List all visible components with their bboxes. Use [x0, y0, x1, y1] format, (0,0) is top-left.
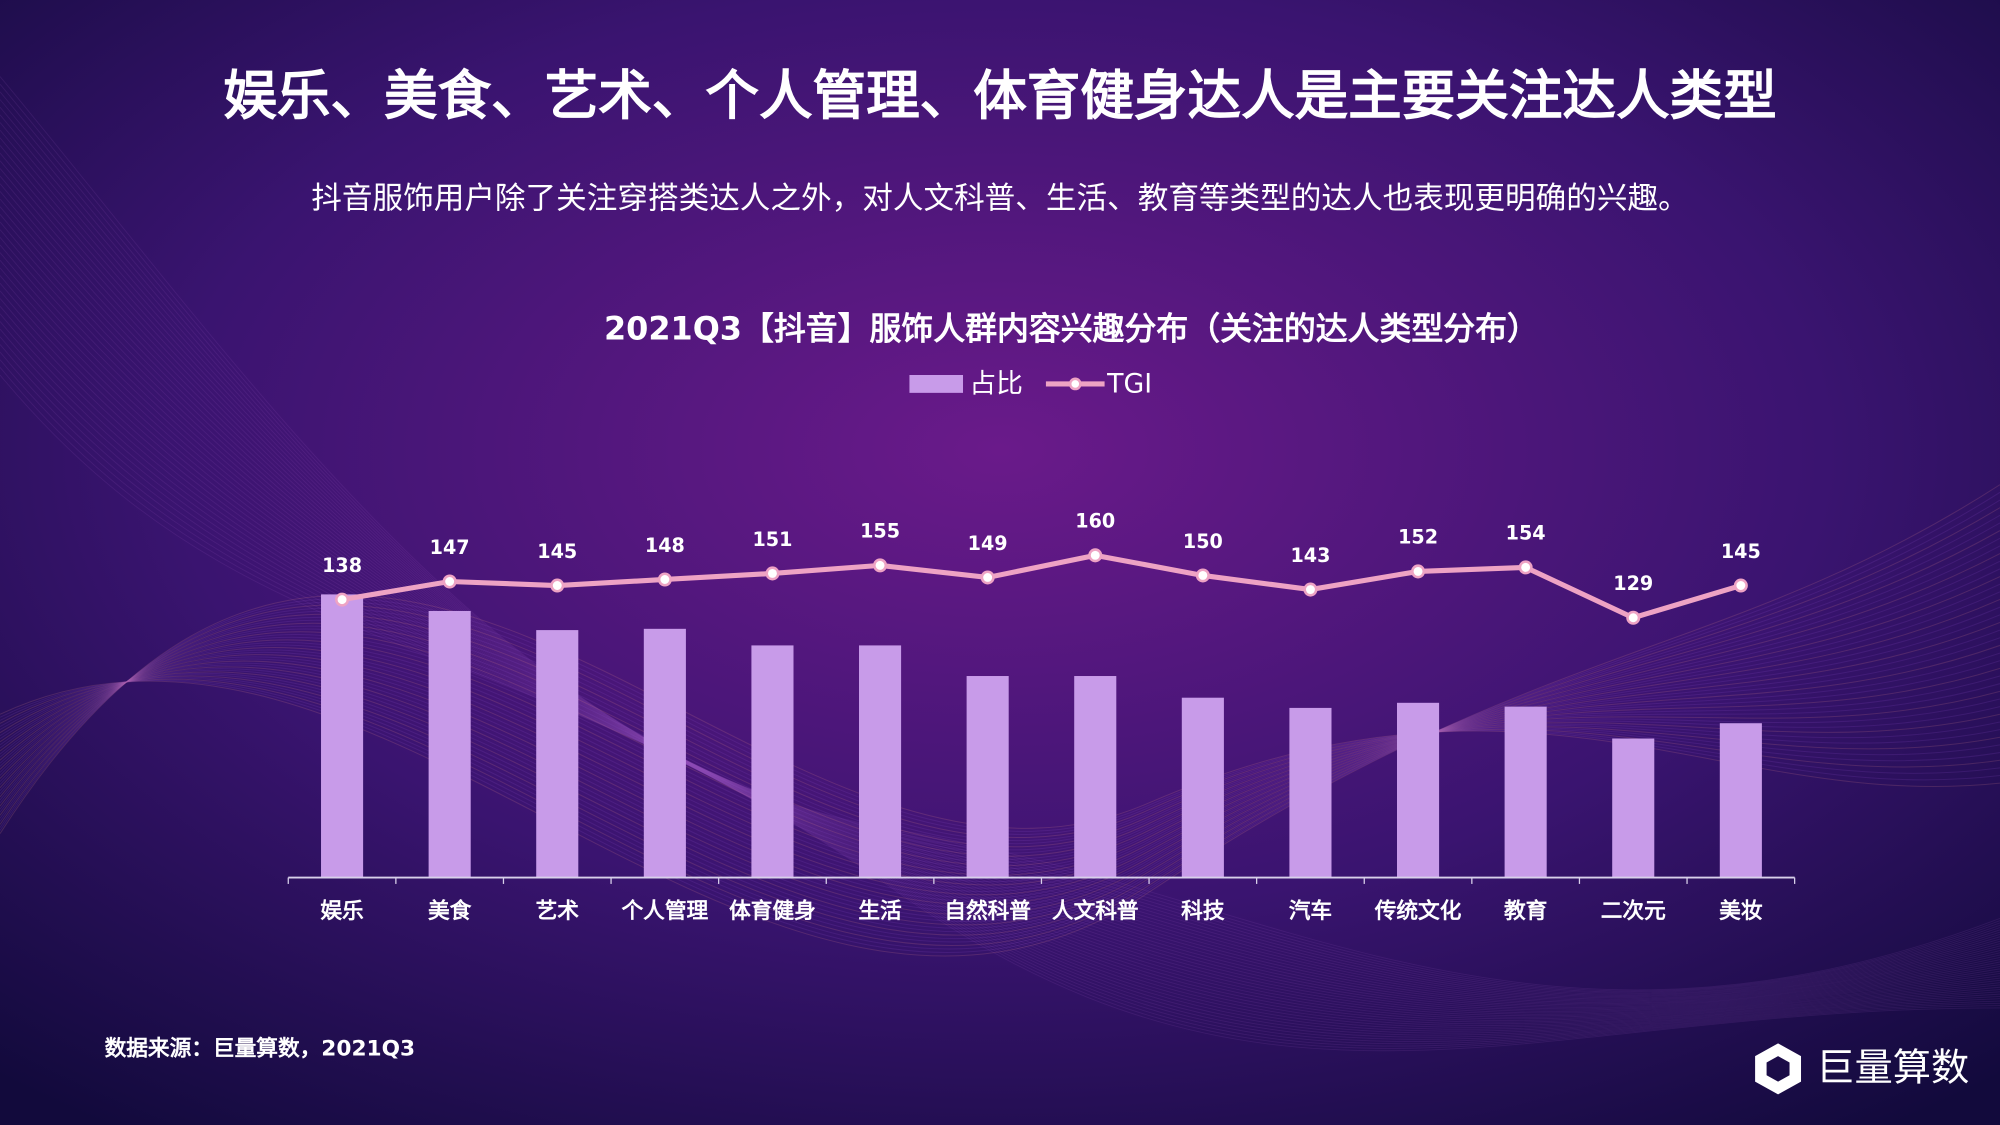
logo: 巨量算数	[1755, 1043, 1969, 1095]
x-tick-label: 科技	[1181, 899, 1225, 924]
x-tick-label: 自然科普	[944, 898, 1031, 924]
decor-wave	[0, 367, 2000, 1049]
tgi-point	[1518, 560, 1533, 575]
data-label: 145	[537, 540, 577, 563]
x-tick-label: 教育	[1504, 898, 1547, 924]
bar	[1612, 738, 1655, 878]
decor-wave	[0, 336, 2000, 1040]
x-tick-label: 娱乐	[320, 899, 364, 924]
tgi-point	[1411, 564, 1426, 579]
decor-wave	[0, 359, 2000, 1047]
data-label: 148	[645, 534, 685, 557]
decor-wave	[0, 351, 2000, 1045]
data-label: 160	[1075, 510, 1115, 533]
tgi-point	[335, 592, 350, 607]
decor-wave	[0, 634, 2000, 870]
bar	[1504, 706, 1547, 878]
logo-icon	[1755, 1043, 1802, 1095]
x-tick-label: 人文科普	[1052, 898, 1139, 924]
bar	[321, 594, 364, 878]
bar	[859, 645, 902, 878]
chart-title: 2021Q3【抖音】服饰人群内容兴趣分布（关注的达人类型分布）	[604, 309, 1539, 347]
tgi-point	[1303, 582, 1318, 597]
x-tick-label: 美食	[428, 898, 472, 924]
decor-wave	[0, 328, 2000, 1038]
tgi-point	[980, 570, 995, 585]
x-tick-label: 传统文化	[1374, 898, 1462, 924]
source: 数据来源：巨量算数，2021Q3	[105, 1036, 416, 1062]
bar	[1289, 707, 1332, 878]
page-title: 娱乐、美食、艺术、个人管理、体育健身达人是主要关注达人类型	[223, 64, 1776, 127]
tgi-point	[873, 558, 888, 573]
bar	[1397, 702, 1440, 878]
data-label: 138	[322, 554, 362, 577]
bar	[751, 645, 794, 878]
bar	[1181, 697, 1224, 878]
legend-swatch	[909, 375, 964, 393]
tgi-line	[341, 552, 1742, 621]
bar	[428, 610, 471, 878]
tgi-point	[1626, 610, 1641, 625]
tgi-point	[765, 566, 780, 581]
decor-wave	[0, 625, 2000, 860]
x-tick-label: 体育健身	[729, 898, 816, 924]
legend-label: 占比	[969, 369, 1023, 400]
decor-wave	[0, 644, 2000, 886]
x-tick-label: 二次元	[1601, 898, 1666, 924]
tgi-point	[1733, 578, 1748, 593]
logo-text: 巨量算数	[1816, 1046, 1969, 1091]
bar	[536, 630, 579, 878]
decor-wave	[0, 631, 2000, 866]
tgi-point	[1088, 548, 1103, 563]
data-label: 155	[860, 520, 900, 543]
data-label: 147	[430, 536, 470, 559]
tgi-point	[657, 572, 672, 587]
decor-wave	[0, 644, 2000, 883]
tgi-point	[550, 578, 565, 593]
decor-wave	[0, 628, 2000, 863]
legend-swatch	[1068, 377, 1082, 391]
chart: 占比 TGI 娱乐 美食 艺术 个人管理 体育健身 生活 自然科普 人文科普 科技 汽车 传统文化 教育 二…	[287, 369, 1796, 924]
tgi-point	[1195, 568, 1210, 583]
data-label: 150	[1183, 530, 1223, 553]
page-subtitle: 抖音服饰用户除了关注穿搭类达人之外，对人文科普、生活、教育等类型的达人也表现更明…	[311, 182, 1688, 217]
bar	[1074, 676, 1117, 878]
decor-wave	[0, 344, 2000, 1042]
data-label: 143	[1290, 544, 1330, 567]
x-tick-label: 生活	[858, 899, 902, 924]
data-label: 154	[1506, 522, 1546, 545]
decor-wave	[0, 636, 2000, 873]
bar	[1719, 723, 1762, 878]
x-tick-label: 艺术	[536, 898, 580, 924]
tgi-point	[442, 574, 457, 589]
bar	[643, 628, 686, 878]
x-tick-label: 美妆	[1719, 898, 1763, 924]
data-label: 152	[1398, 526, 1438, 549]
data-label: 149	[968, 532, 1008, 555]
data-label: 151	[752, 528, 792, 551]
bar	[966, 676, 1009, 878]
legend-label: TGI	[1106, 369, 1152, 400]
x-tick-label: 汽车	[1289, 898, 1332, 924]
data-label: 129	[1613, 572, 1653, 595]
decor-wave	[0, 374, 2000, 1052]
x-tick-label: 个人管理	[622, 898, 709, 924]
decor-wave	[0, 639, 2000, 876]
data-label: 145	[1721, 540, 1761, 563]
